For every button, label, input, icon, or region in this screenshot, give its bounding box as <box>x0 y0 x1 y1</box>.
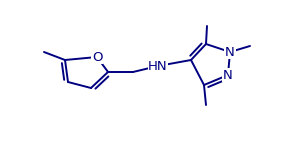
Text: N: N <box>225 46 235 59</box>
Text: O: O <box>92 51 102 64</box>
Text: N: N <box>223 69 233 81</box>
Text: HN: HN <box>148 60 168 72</box>
